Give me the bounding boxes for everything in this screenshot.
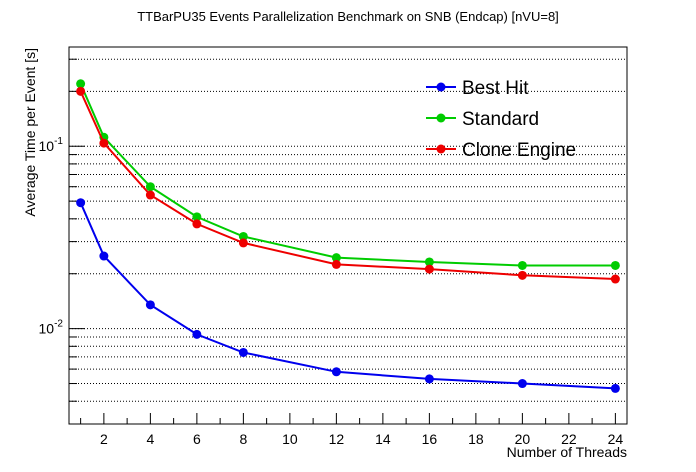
series-clone-engine bbox=[76, 86, 620, 284]
legend-item-clone-engine: Clone Engine bbox=[426, 140, 576, 161]
data-point-best-hit bbox=[238, 347, 248, 357]
legend-swatch-marker bbox=[436, 144, 446, 154]
plot-frame bbox=[68, 46, 628, 425]
data-point-clone-engine bbox=[517, 270, 527, 280]
data-point-clone-engine bbox=[610, 274, 620, 284]
y-tick-label: 10-2 bbox=[39, 319, 64, 337]
legend-item-standard: Standard bbox=[426, 109, 539, 130]
series-standard bbox=[76, 79, 620, 270]
x-tick-label: 22 bbox=[561, 431, 577, 447]
data-point-standard bbox=[76, 79, 86, 89]
x-tick-label: 20 bbox=[515, 431, 531, 447]
y-tick-label: 10-1 bbox=[39, 136, 64, 154]
data-point-best-hit bbox=[610, 383, 620, 393]
data-point-clone-engine bbox=[424, 264, 434, 274]
data-point-clone-engine bbox=[145, 190, 155, 200]
data-point-standard bbox=[145, 182, 155, 192]
legend-swatch-marker bbox=[436, 82, 446, 92]
data-point-standard bbox=[517, 260, 527, 270]
data-point-clone-engine bbox=[99, 138, 109, 148]
data-point-clone-engine bbox=[238, 238, 248, 248]
data-point-standard bbox=[192, 212, 202, 222]
data-point-standard bbox=[331, 253, 341, 263]
x-tick-label: 10 bbox=[282, 431, 298, 447]
data-point-best-hit bbox=[424, 374, 434, 384]
y-axis-label: Average Time per Event [s] bbox=[22, 48, 38, 217]
legend-label: Clone Engine bbox=[462, 140, 576, 161]
data-point-best-hit bbox=[192, 329, 202, 339]
series-best-hit bbox=[76, 198, 620, 393]
chart-title: TTBarPU35 Events Parallelization Benchma… bbox=[137, 9, 559, 24]
data-point-clone-engine bbox=[76, 86, 86, 96]
data-point-best-hit bbox=[331, 367, 341, 377]
x-tick-label: 18 bbox=[468, 431, 484, 447]
x-tick-label: 16 bbox=[422, 431, 438, 447]
data-point-clone-engine bbox=[331, 259, 341, 269]
x-tick-label: 4 bbox=[146, 431, 154, 447]
legend-label: Standard bbox=[462, 109, 539, 130]
data-point-best-hit bbox=[145, 300, 155, 310]
legend-swatch-marker bbox=[436, 113, 446, 123]
legend-item-best-hit: Best Hit bbox=[426, 78, 529, 99]
data-point-standard bbox=[238, 231, 248, 241]
x-tick-label: 14 bbox=[375, 431, 391, 447]
legend-label: Best Hit bbox=[462, 78, 529, 99]
data-point-best-hit bbox=[76, 198, 86, 208]
x-tick-label: 2 bbox=[100, 431, 108, 447]
x-tick-label: 12 bbox=[329, 431, 345, 447]
grid-lines bbox=[69, 58, 627, 425]
data-point-best-hit bbox=[99, 251, 109, 261]
data-point-best-hit bbox=[517, 379, 527, 389]
data-point-standard bbox=[424, 257, 434, 267]
data-point-standard bbox=[610, 260, 620, 270]
x-tick-label: 6 bbox=[193, 431, 201, 447]
x-tick-label: 8 bbox=[239, 431, 247, 447]
data-series bbox=[76, 79, 620, 393]
x-axis-label: Number of Threads bbox=[507, 444, 627, 460]
data-point-clone-engine bbox=[192, 219, 202, 229]
x-tick-label: 24 bbox=[608, 431, 624, 447]
axis-ticks: 10-210-12 4 6 8 10 12 14 16 18 20 22 24 bbox=[39, 58, 624, 447]
legend: Best Hit Standard Clone Engine bbox=[426, 78, 576, 161]
